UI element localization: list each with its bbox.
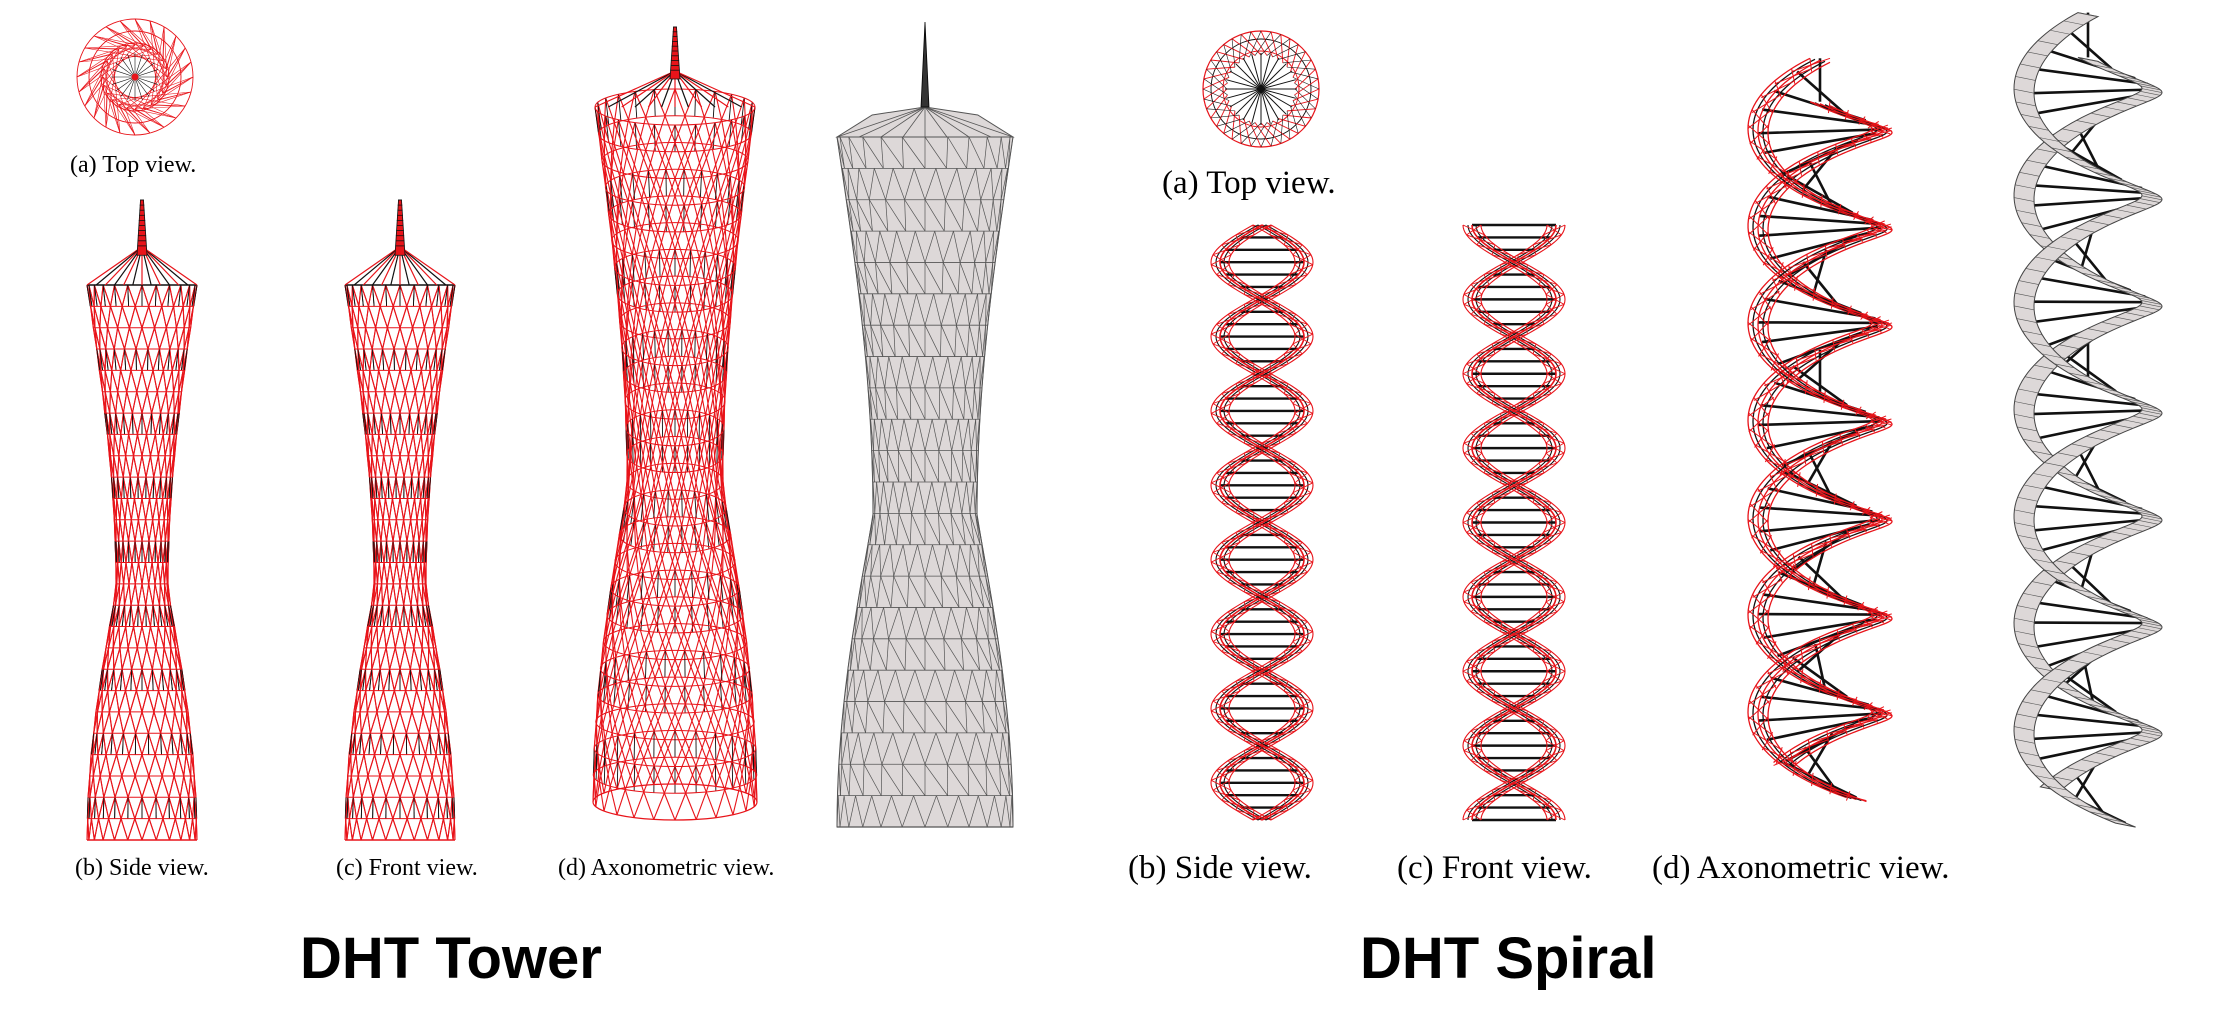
spiral-front-view [1462,223,1566,822]
spiral-top-view [1202,30,1320,148]
tower-front-caption: (c) Front view. [336,855,478,881]
tower-top-caption: (a) Top view. [70,152,197,178]
tower-side-view [86,199,198,841]
tower-axo-caption: (d) Axonometric view. [558,855,775,881]
tower-side-caption: (b) Side view. [75,855,209,881]
spiral-top-caption: (a) Top view. [1162,165,1336,201]
spiral-title: DHT Spiral [1360,926,1657,991]
tower-surface-view [835,21,1015,828]
spiral-side-caption: (b) Side view. [1128,850,1312,886]
spiral-side-view [1210,224,1314,821]
spiral-surface-view [2013,12,2163,828]
spiral-axonometric-view [1747,57,1893,803]
tower-front-view [344,199,456,841]
tower-top-view [76,18,194,136]
spiral-front-caption: (c) Front view. [1397,850,1592,886]
tower-axonometric-view [592,26,758,821]
spiral-axo-caption: (d) Axonometric view. [1652,850,1950,886]
tower-title: DHT Tower [300,926,602,991]
